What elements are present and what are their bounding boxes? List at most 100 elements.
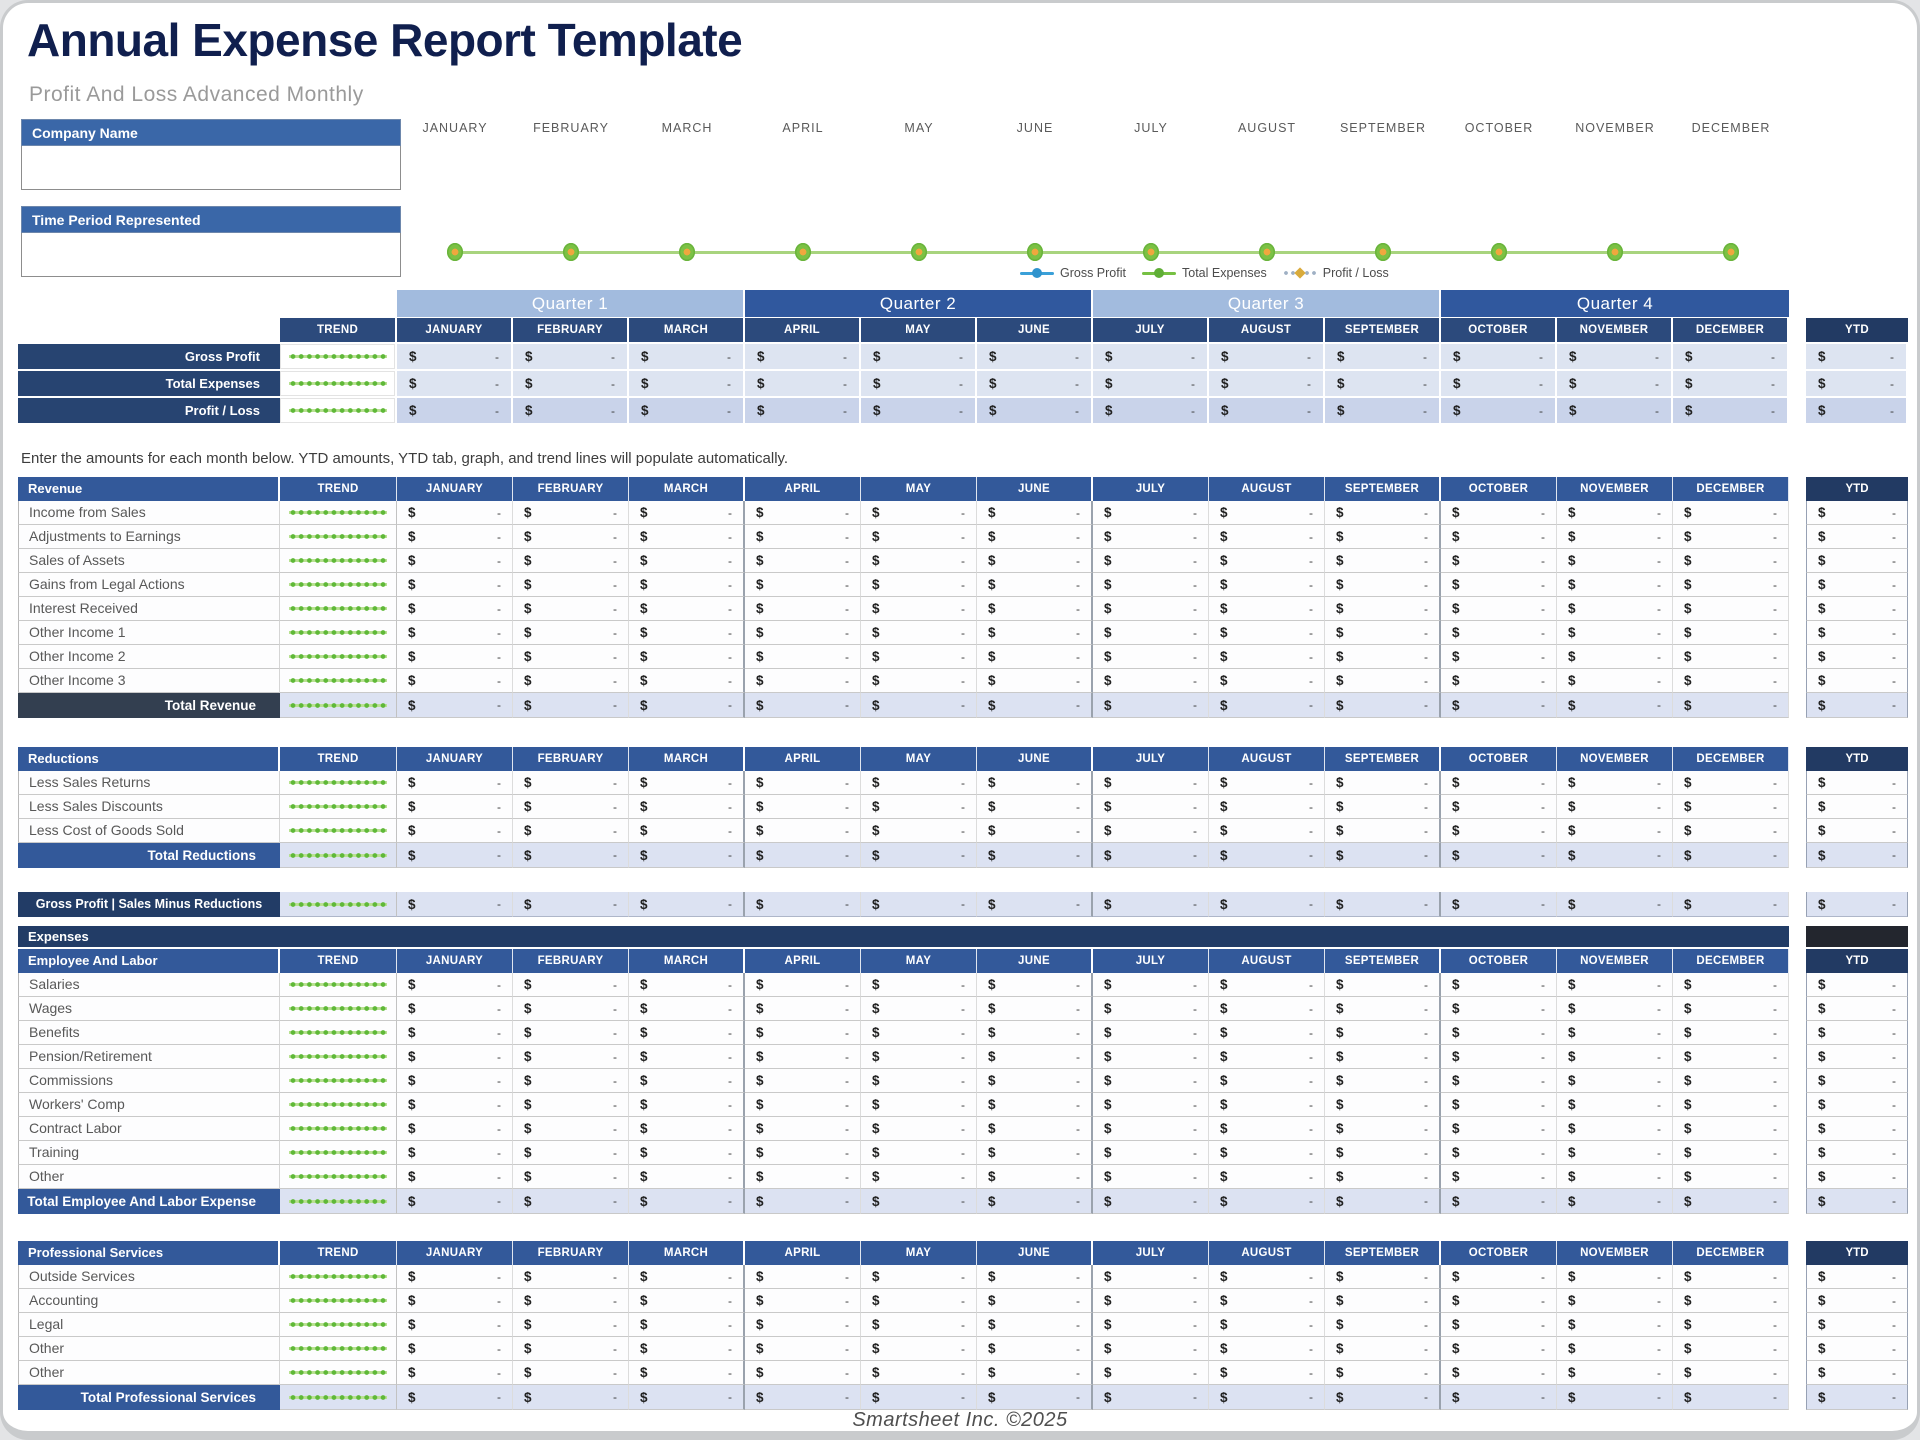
amount-cell[interactable]: $ - bbox=[1093, 344, 1209, 369]
amount-cell[interactable]: $ - bbox=[1209, 1385, 1325, 1410]
amount-cell[interactable]: $ - bbox=[1325, 892, 1441, 917]
amount-cell[interactable]: $ - bbox=[1673, 997, 1789, 1021]
amount-cell[interactable]: $ - bbox=[1325, 819, 1441, 843]
amount-cell[interactable]: $ - bbox=[1673, 843, 1789, 868]
amount-cell[interactable]: $ - bbox=[1093, 1361, 1209, 1385]
amount-cell[interactable]: $ - bbox=[745, 693, 861, 718]
amount-cell[interactable]: $ - bbox=[513, 1361, 629, 1385]
amount-cell[interactable]: $ - bbox=[397, 1117, 513, 1141]
amount-cell[interactable]: $ - bbox=[1557, 1117, 1673, 1141]
amount-cell[interactable]: $ - bbox=[745, 597, 861, 621]
amount-cell[interactable]: $ - bbox=[1209, 1093, 1325, 1117]
amount-cell[interactable]: $ - bbox=[1673, 597, 1789, 621]
amount-cell[interactable]: $ - bbox=[629, 997, 745, 1021]
amount-cell[interactable]: $ - bbox=[1209, 819, 1325, 843]
amount-cell[interactable]: $ - bbox=[1441, 1093, 1557, 1117]
amount-cell[interactable]: $ - bbox=[1441, 573, 1557, 597]
amount-cell[interactable]: $ - bbox=[1441, 1313, 1557, 1337]
amount-cell[interactable]: $ - bbox=[745, 771, 861, 795]
amount-cell[interactable]: $ - bbox=[1557, 1141, 1673, 1165]
amount-cell[interactable]: $ - bbox=[397, 1289, 513, 1313]
amount-cell[interactable]: $ - bbox=[1673, 771, 1789, 795]
amount-cell[interactable]: $ - bbox=[1209, 973, 1325, 997]
amount-cell[interactable]: $ - bbox=[1325, 693, 1441, 718]
amount-cell[interactable]: $ - bbox=[513, 1265, 629, 1289]
amount-cell[interactable]: $ - bbox=[1673, 1021, 1789, 1045]
amount-cell[interactable]: $ - bbox=[1557, 973, 1673, 997]
amount-cell[interactable]: $ - bbox=[1093, 1189, 1209, 1214]
ytd-cell[interactable]: $ - bbox=[1806, 501, 1908, 525]
amount-cell[interactable]: $ - bbox=[397, 1093, 513, 1117]
amount-cell[interactable]: $ - bbox=[629, 344, 745, 369]
amount-cell[interactable]: $ - bbox=[977, 1313, 1093, 1337]
ytd-cell[interactable]: $ - bbox=[1806, 1141, 1908, 1165]
amount-cell[interactable]: $ - bbox=[1325, 1117, 1441, 1141]
amount-cell[interactable]: $ - bbox=[1673, 1337, 1789, 1361]
amount-cell[interactable]: $ - bbox=[1209, 795, 1325, 819]
amount-cell[interactable]: $ - bbox=[861, 693, 977, 718]
amount-cell[interactable]: $ - bbox=[513, 549, 629, 573]
amount-cell[interactable]: $ - bbox=[977, 1069, 1093, 1093]
amount-cell[interactable]: $ - bbox=[1557, 344, 1673, 369]
amount-cell[interactable]: $ - bbox=[629, 1165, 745, 1189]
company-name-input[interactable] bbox=[21, 146, 401, 190]
amount-cell[interactable]: $ - bbox=[397, 1165, 513, 1189]
amount-cell[interactable]: $ - bbox=[745, 1165, 861, 1189]
amount-cell[interactable]: $ - bbox=[629, 1141, 745, 1165]
ytd-cell[interactable]: $ - bbox=[1806, 398, 1908, 423]
amount-cell[interactable]: $ - bbox=[1557, 398, 1673, 423]
amount-cell[interactable]: $ - bbox=[977, 344, 1093, 369]
amount-cell[interactable]: $ - bbox=[1209, 693, 1325, 718]
amount-cell[interactable]: $ - bbox=[977, 1093, 1093, 1117]
amount-cell[interactable]: $ - bbox=[629, 1021, 745, 1045]
amount-cell[interactable]: $ - bbox=[513, 621, 629, 645]
amount-cell[interactable]: $ - bbox=[1673, 1141, 1789, 1165]
amount-cell[interactable]: $ - bbox=[397, 525, 513, 549]
amount-cell[interactable]: $ - bbox=[513, 1093, 629, 1117]
amount-cell[interactable]: $ - bbox=[977, 693, 1093, 718]
amount-cell[interactable]: $ - bbox=[1441, 398, 1557, 423]
ytd-cell[interactable]: $ - bbox=[1806, 819, 1908, 843]
amount-cell[interactable]: $ - bbox=[1093, 371, 1209, 396]
amount-cell[interactable]: $ - bbox=[1325, 645, 1441, 669]
amount-cell[interactable]: $ - bbox=[513, 1289, 629, 1313]
amount-cell[interactable]: $ - bbox=[745, 621, 861, 645]
amount-cell[interactable]: $ - bbox=[513, 795, 629, 819]
amount-cell[interactable]: $ - bbox=[861, 1069, 977, 1093]
amount-cell[interactable]: $ - bbox=[397, 997, 513, 1021]
amount-cell[interactable]: $ - bbox=[397, 1045, 513, 1069]
amount-cell[interactable]: $ - bbox=[1325, 344, 1441, 369]
amount-cell[interactable]: $ - bbox=[977, 597, 1093, 621]
amount-cell[interactable]: $ - bbox=[861, 1313, 977, 1337]
amount-cell[interactable]: $ - bbox=[1441, 1189, 1557, 1214]
amount-cell[interactable]: $ - bbox=[1557, 892, 1673, 917]
amount-cell[interactable]: $ - bbox=[861, 819, 977, 843]
amount-cell[interactable]: $ - bbox=[1209, 573, 1325, 597]
amount-cell[interactable]: $ - bbox=[629, 597, 745, 621]
amount-cell[interactable]: $ - bbox=[1209, 669, 1325, 693]
amount-cell[interactable]: $ - bbox=[977, 549, 1093, 573]
amount-cell[interactable]: $ - bbox=[1441, 1385, 1557, 1410]
amount-cell[interactable]: $ - bbox=[1209, 501, 1325, 525]
amount-cell[interactable]: $ - bbox=[1325, 525, 1441, 549]
amount-cell[interactable]: $ - bbox=[1325, 549, 1441, 573]
amount-cell[interactable]: $ - bbox=[629, 973, 745, 997]
amount-cell[interactable]: $ - bbox=[1557, 1361, 1673, 1385]
amount-cell[interactable]: $ - bbox=[861, 973, 977, 997]
time-period-input[interactable] bbox=[21, 233, 401, 277]
amount-cell[interactable]: $ - bbox=[513, 693, 629, 718]
amount-cell[interactable]: $ - bbox=[861, 573, 977, 597]
amount-cell[interactable]: $ - bbox=[1673, 1361, 1789, 1385]
amount-cell[interactable]: $ - bbox=[513, 1021, 629, 1045]
amount-cell[interactable]: $ - bbox=[1673, 693, 1789, 718]
amount-cell[interactable]: $ - bbox=[1325, 1141, 1441, 1165]
amount-cell[interactable]: $ - bbox=[1441, 1265, 1557, 1289]
amount-cell[interactable]: $ - bbox=[629, 1337, 745, 1361]
amount-cell[interactable]: $ - bbox=[1673, 621, 1789, 645]
amount-cell[interactable]: $ - bbox=[397, 892, 513, 917]
amount-cell[interactable]: $ - bbox=[1093, 597, 1209, 621]
amount-cell[interactable]: $ - bbox=[513, 997, 629, 1021]
amount-cell[interactable]: $ - bbox=[1325, 843, 1441, 868]
amount-cell[interactable]: $ - bbox=[1441, 1289, 1557, 1313]
amount-cell[interactable]: $ - bbox=[513, 645, 629, 669]
